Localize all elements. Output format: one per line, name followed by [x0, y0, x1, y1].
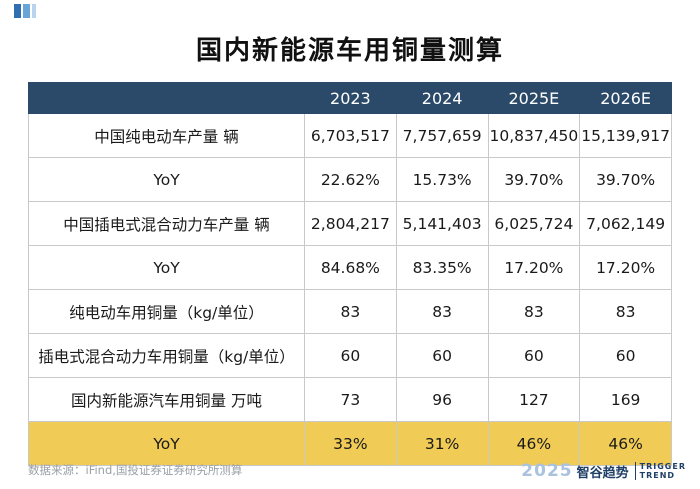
- copper-usage-table: 2023 2024 2025E 2026E 中国纯电动车产量 辆 6,703,51…: [28, 82, 672, 466]
- row-label: YoY: [28, 421, 305, 466]
- table-cell: 7,062,149: [579, 201, 672, 246]
- row-label: 中国纯电动车产量 辆: [28, 113, 305, 158]
- brand-name-cn: 智谷趋势: [576, 465, 629, 481]
- table-cell: 15.73%: [395, 157, 489, 202]
- table-cell: 7,757,659: [395, 113, 489, 158]
- brand-year: 2025: [521, 461, 573, 481]
- table-row: 中国插电式混合动力车产量 辆 2,804,217 5,141,403 6,025,72…: [28, 201, 672, 246]
- table-cell: 60: [395, 333, 489, 378]
- table-cell: 6,025,724: [487, 201, 581, 246]
- table-cell: 10,837,450: [487, 113, 581, 158]
- header-cell-2026e: 2026E: [579, 82, 672, 114]
- row-label: 中国插电式混合动力车产量 辆: [28, 201, 305, 246]
- table-cell: 5,141,403: [395, 201, 489, 246]
- table-cell: 2,804,217: [304, 201, 397, 246]
- table-cell: 6,703,517: [304, 113, 397, 158]
- table-cell: 46%: [487, 421, 581, 466]
- table-cell: 22.62%: [304, 157, 397, 202]
- table-row: 中国纯电动车产量 辆 6,703,517 7,757,659 10,837,450 15…: [28, 113, 672, 158]
- table-cell: 60: [304, 333, 397, 378]
- header-cell-label: [28, 82, 305, 114]
- table-cell: 60: [579, 333, 672, 378]
- row-label: 插电式混合动力车用铜量（kg/单位）: [28, 333, 305, 378]
- table-header-row: 2023 2024 2025E 2026E: [28, 82, 672, 114]
- table-cell: 84.68%: [304, 245, 397, 290]
- row-label: YoY: [28, 245, 305, 290]
- table-cell: 83: [304, 289, 397, 334]
- table-cell: 83.35%: [395, 245, 489, 290]
- table-cell: 73: [304, 377, 397, 422]
- table-cell: 96: [395, 377, 489, 422]
- row-label: 国内新能源汽车用铜量 万吨: [28, 377, 305, 422]
- table-row: YoY 33% 31% 46% 46%: [28, 421, 672, 466]
- table-cell: 39.70%: [579, 157, 672, 202]
- table-cell: 83: [487, 289, 581, 334]
- table-cell: 33%: [304, 421, 397, 466]
- data-source-note: 数据来源：iFind,国投证券证券研究所测算: [28, 463, 243, 477]
- table-cell: 17.20%: [579, 245, 672, 290]
- brand-logo: 2025 智谷趋势 TRIGGER TREND: [521, 458, 686, 484]
- header-cell-2025e: 2025E: [487, 82, 581, 114]
- page-title: 国内新能源车用铜量测算: [195, 36, 504, 66]
- row-label: YoY: [28, 157, 305, 202]
- table-row: YoY 84.68% 83.35% 17.20% 17.20%: [28, 245, 672, 290]
- table-cell: 60: [487, 333, 581, 378]
- corner-logo-mark: [14, 4, 36, 18]
- table-row: 插电式混合动力车用铜量（kg/单位） 60 60 60 60: [28, 333, 672, 378]
- brand-name-en: TRIGGER TREND: [634, 462, 686, 480]
- table-cell: 15,139,917: [579, 113, 672, 158]
- table-row: 纯电动车用铜量（kg/单位） 83 83 83 83: [28, 289, 672, 334]
- header-cell-2023: 2023: [304, 82, 397, 114]
- table-cell: 46%: [579, 421, 672, 466]
- table-cell: 127: [487, 377, 581, 422]
- table-cell: 31%: [395, 421, 489, 466]
- table-cell: 83: [579, 289, 672, 334]
- table-cell: 39.70%: [487, 157, 581, 202]
- table-cell: 17.20%: [487, 245, 581, 290]
- table-cell: 169: [579, 377, 672, 422]
- table-row: YoY 22.62% 15.73% 39.70% 39.70%: [28, 157, 672, 202]
- table-row: 国内新能源汽车用铜量 万吨 73 96 127 169: [28, 377, 672, 422]
- header-cell-2024: 2024: [395, 82, 489, 114]
- row-label: 纯电动车用铜量（kg/单位）: [28, 289, 305, 334]
- table-cell: 83: [395, 289, 489, 334]
